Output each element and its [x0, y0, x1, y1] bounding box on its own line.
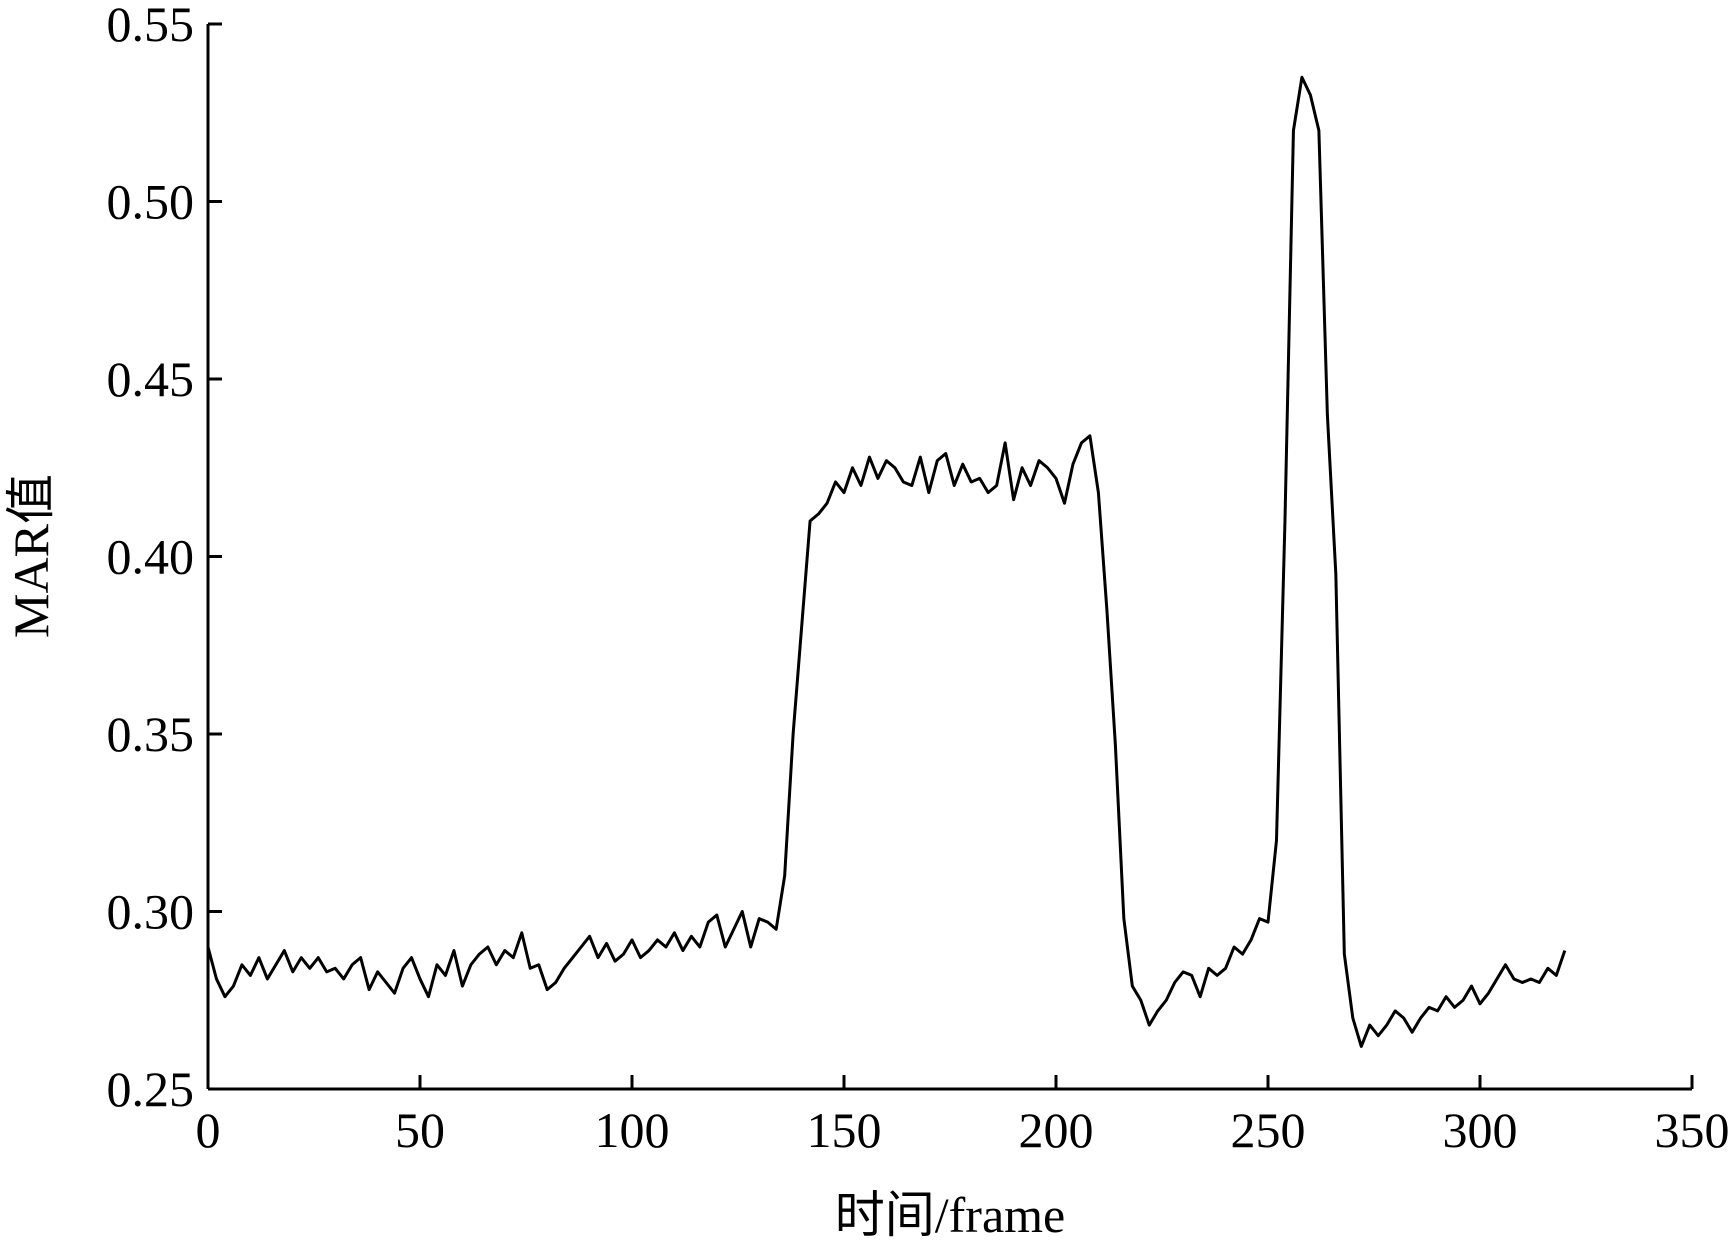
y-tick-label: 0.30 — [107, 884, 195, 940]
x-tick-label: 250 — [1231, 1102, 1306, 1158]
x-tick-label: 350 — [1655, 1102, 1728, 1158]
x-tick-label: 50 — [395, 1102, 445, 1158]
y-tick-label: 0.50 — [107, 174, 195, 230]
y-tick-label: 0.25 — [107, 1061, 195, 1117]
y-tick-label: 0.35 — [107, 706, 195, 762]
y-tick-label: 0.45 — [107, 351, 195, 407]
y-tick-label: 0.40 — [107, 529, 195, 585]
x-tick-label: 300 — [1443, 1102, 1518, 1158]
y-axis-label: MAR值 — [3, 474, 59, 638]
x-tick-label: 200 — [1019, 1102, 1094, 1158]
data-line — [206, 75, 1567, 1048]
x-axis-label: 时间/frame — [835, 1187, 1065, 1243]
y-tick-label: 0.55 — [107, 0, 195, 52]
x-tick-label: 150 — [807, 1102, 882, 1158]
x-tick-label: 0 — [196, 1102, 221, 1158]
x-tick-label: 100 — [595, 1102, 670, 1158]
